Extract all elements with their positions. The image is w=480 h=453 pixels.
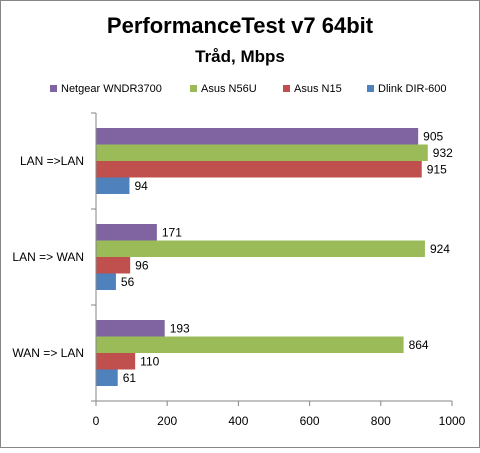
legend-label: Netgear WNDR3700	[61, 83, 162, 95]
data-label: 61	[123, 371, 137, 385]
x-tick-label: 800	[371, 414, 391, 428]
bar	[96, 336, 404, 353]
data-label: 932	[433, 146, 453, 160]
category-label: LAN =>LAN	[20, 154, 84, 168]
data-label: 110	[140, 354, 159, 368]
data-label: 864	[409, 338, 429, 352]
bar	[96, 161, 422, 178]
bar	[96, 257, 131, 274]
bar	[96, 369, 118, 386]
bar	[96, 353, 136, 370]
data-label: 96	[135, 258, 149, 272]
legend-swatch	[283, 85, 290, 92]
bar	[96, 128, 419, 145]
legend-swatch	[367, 85, 374, 92]
x-tick-label: 0	[93, 414, 100, 428]
data-label: 924	[430, 242, 450, 256]
x-tick-label: 1000	[439, 414, 466, 428]
data-label: 171	[162, 225, 182, 239]
data-label: 56	[121, 275, 135, 289]
bar	[96, 177, 130, 194]
data-label: 94	[134, 179, 148, 193]
legend-label: Dlink DIR-600	[378, 83, 446, 95]
legend: Netgear WNDR3700 Asus N56U Asus N15 Dlink D…	[50, 83, 446, 95]
legend-swatch	[190, 85, 197, 92]
bar	[96, 224, 157, 241]
legend-label: Asus N15	[294, 83, 342, 95]
x-tick-label: 200	[157, 414, 177, 428]
bar	[96, 273, 116, 290]
bar	[96, 240, 425, 257]
chart-title: PerformanceTest v7 64bit	[107, 13, 374, 38]
x-tick-label: 600	[300, 414, 320, 428]
data-label: 915	[427, 162, 447, 176]
legend-swatch	[50, 85, 57, 92]
category-label: WAN => LAN	[12, 346, 84, 360]
x-tick-label: 400	[228, 414, 248, 428]
chart-subtitle: Tråd, Mbps	[195, 47, 285, 66]
legend-label: Asus N56U	[201, 83, 257, 95]
bar	[96, 320, 165, 337]
data-label: 905	[423, 129, 443, 143]
category-label: LAN => WAN	[12, 250, 84, 264]
data-label: 193	[170, 321, 190, 335]
bar	[96, 144, 428, 161]
